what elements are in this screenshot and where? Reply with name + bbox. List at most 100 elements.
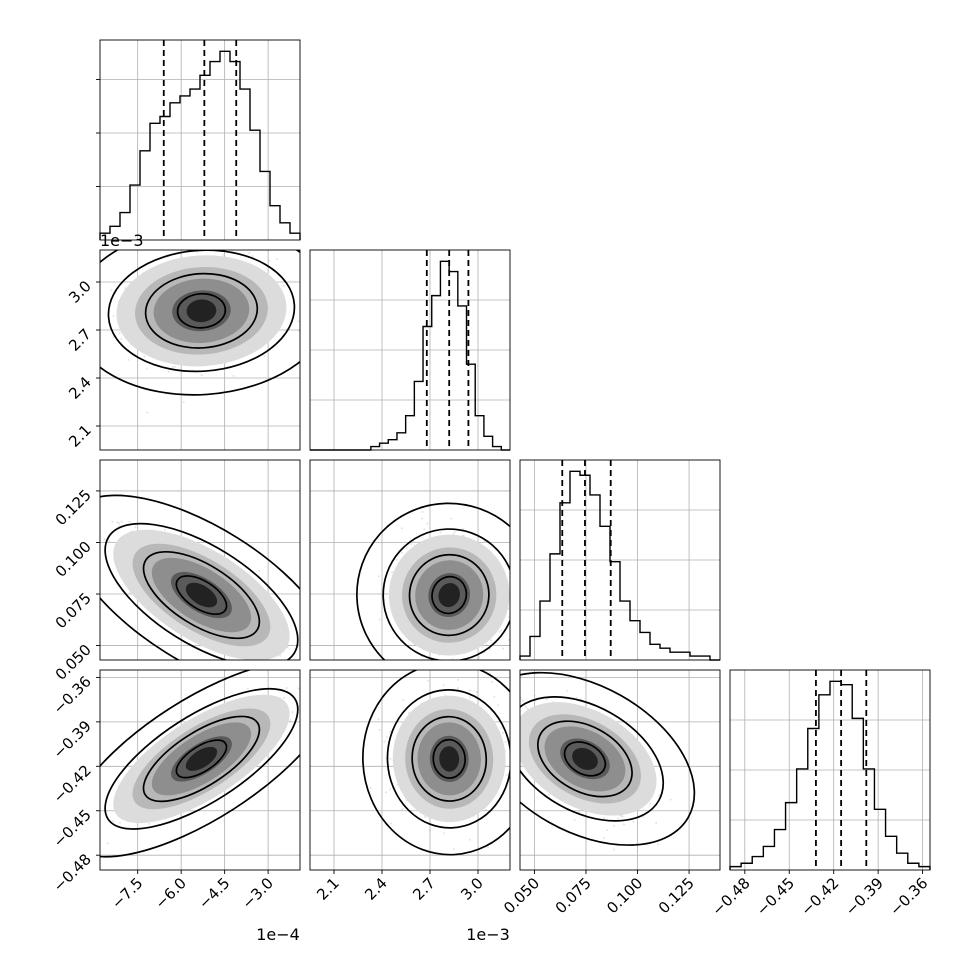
scatter-point	[400, 551, 403, 554]
contour-line	[142, 715, 261, 803]
contour-line	[176, 292, 227, 329]
scatter-point	[621, 815, 624, 818]
y-offset-label: 1e−3	[100, 231, 144, 250]
scatter-point	[378, 729, 381, 731]
density-level	[572, 747, 598, 770]
scatter-point	[128, 520, 131, 523]
scatter-point	[602, 817, 605, 820]
scatter-point	[112, 820, 115, 823]
scatter-point	[108, 540, 111, 543]
scatter-point	[377, 575, 380, 578]
scatter-point	[498, 630, 501, 633]
panel-2d-0-2	[99, 459, 301, 661]
scatter-point	[453, 531, 456, 534]
scatter-point	[221, 254, 224, 256]
x-tick-label: −7.5	[108, 874, 146, 912]
scatter-point	[390, 822, 393, 825]
scatter-point	[426, 522, 429, 525]
scatter-point	[171, 366, 174, 369]
contour-line	[411, 715, 488, 802]
density-level	[186, 299, 217, 323]
panel-content	[100, 460, 300, 660]
scatter-point	[500, 629, 503, 632]
scatter-point	[497, 704, 500, 707]
scatter-point	[442, 684, 445, 687]
scatter-point	[632, 820, 635, 823]
scatter-point	[525, 705, 528, 708]
x-tick-label: −6.0	[151, 874, 189, 912]
panel-2d-1-3	[309, 669, 511, 871]
x-tick-label: 0.100	[603, 874, 646, 917]
scatter-point	[402, 699, 405, 702]
scatter-point	[546, 698, 548, 701]
scatter-point	[487, 846, 489, 848]
scatter-point	[282, 284, 285, 287]
y-tick-label: −0.36	[50, 673, 95, 718]
scatter-point	[200, 374, 203, 377]
scatter-point	[279, 654, 282, 657]
scatter-point	[246, 687, 249, 690]
scatter-point	[146, 411, 149, 414]
scatter-point	[657, 794, 660, 797]
y-tick-label: −0.42	[50, 761, 95, 806]
panel-content	[310, 670, 510, 870]
contour-line	[408, 553, 490, 637]
scatter-point	[424, 815, 427, 818]
scatter-point	[468, 696, 471, 699]
scatter-point	[489, 648, 491, 650]
contour-line	[144, 272, 259, 349]
scatter-point	[174, 365, 177, 368]
scatter-point	[120, 520, 123, 523]
contour-line	[536, 720, 633, 798]
scatter-point	[395, 558, 398, 561]
panel-hist-3	[729, 669, 931, 871]
scatter-point	[112, 336, 115, 339]
x-tick-label: −0.39	[842, 874, 887, 919]
scatter-point	[481, 646, 484, 649]
scatter-point	[623, 823, 625, 826]
x-tick-label: −0.42	[797, 874, 842, 919]
y-tick-label: 2.1	[65, 421, 95, 451]
scatter-point	[182, 401, 185, 404]
scatter-point	[439, 531, 442, 534]
scatter-point	[263, 354, 266, 357]
scatter-point	[410, 543, 412, 546]
scatter-point	[251, 255, 254, 258]
scatter-point	[118, 522, 120, 525]
scatter-point	[657, 843, 660, 846]
scatter-point	[649, 802, 652, 805]
scatter-point	[421, 510, 424, 513]
scatter-point	[145, 367, 148, 370]
density-level	[185, 582, 218, 608]
contour-line	[520, 696, 665, 822]
contour-line	[142, 550, 261, 640]
panel-2d-0-1	[99, 249, 301, 451]
scatter-point	[289, 719, 292, 722]
contour-line	[100, 250, 300, 396]
scatter-point	[502, 732, 504, 734]
panel-frame	[519, 669, 721, 871]
scatter-point	[297, 687, 300, 690]
scatter-point	[606, 829, 608, 832]
scatter-point	[111, 520, 114, 523]
histogram-step	[99, 50, 301, 240]
x-tick-label: −3.0	[238, 874, 276, 912]
panel-2d-1-2	[309, 459, 511, 661]
panel-hist-1	[309, 249, 511, 451]
scatter-point	[655, 822, 658, 824]
scatter-point	[167, 370, 170, 373]
x-tick-label: −0.48	[708, 874, 753, 919]
scatter-point	[268, 259, 271, 262]
scatter-point	[148, 822, 151, 825]
scatter-point	[423, 528, 426, 531]
scatter-point	[603, 837, 605, 839]
x-axis-0: −7.5 −6.0 −4.5 −3.0 1e−4	[108, 870, 300, 944]
y-tick-label: 2.4	[65, 373, 95, 403]
scatter-point	[427, 679, 430, 682]
scatter-point	[522, 699, 525, 702]
scatter-point	[389, 757, 392, 760]
x-tick-label: 0.075	[552, 874, 595, 917]
scatter-point	[457, 678, 459, 681]
x-tick-label: 0.050	[500, 874, 543, 917]
